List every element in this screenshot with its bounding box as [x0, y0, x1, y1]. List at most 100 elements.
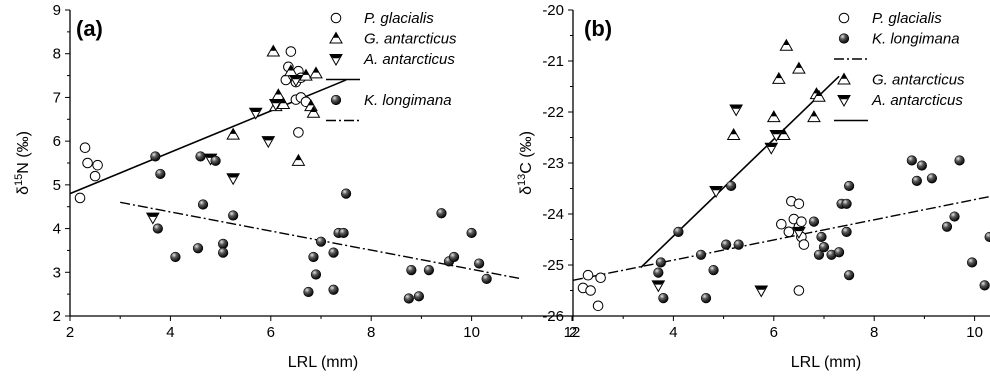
- data-point: [328, 247, 339, 258]
- data-point: [92, 159, 103, 171]
- data-point: [766, 110, 781, 123]
- y-tick-label: -22: [542, 104, 564, 121]
- legend-marker: [838, 33, 850, 44]
- data-point: [754, 285, 769, 298]
- data-point: [228, 210, 239, 221]
- data-point: [436, 208, 447, 219]
- data-point: [779, 38, 794, 51]
- data-point-fill: [730, 128, 737, 135]
- data-point-fill: [780, 128, 787, 135]
- data-point-fill: [770, 111, 777, 117]
- data-point-fill: [810, 111, 817, 117]
- data-point: [328, 284, 339, 295]
- series-k-longimana: [150, 151, 492, 304]
- data-point: [771, 71, 786, 84]
- legend-marker-fill: [330, 54, 342, 59]
- y-tick-label: -23: [542, 155, 564, 172]
- data-point: [796, 216, 807, 227]
- data-point: [729, 104, 744, 117]
- data-point: [673, 226, 684, 237]
- x-tick-label: 4: [166, 324, 174, 341]
- data-point-fill: [230, 128, 237, 134]
- data-point: [979, 280, 990, 291]
- data-point: [271, 88, 286, 101]
- data-point: [197, 199, 209, 210]
- legend-label: K. longimana: [872, 31, 960, 48]
- y-tick-label: 7: [53, 89, 61, 106]
- data-point: [595, 272, 606, 284]
- x-tick-label: 8: [367, 324, 375, 341]
- data-point: [695, 249, 707, 260]
- y-tick-label: -24: [542, 206, 564, 223]
- data-point: [585, 285, 596, 296]
- data-point: [984, 231, 990, 243]
- data-point: [651, 280, 666, 293]
- data-point: [276, 96, 291, 109]
- data-point-fill: [312, 67, 319, 73]
- x-tick-label: 10: [966, 324, 983, 341]
- y-axis-title-rest: C (‰): [518, 131, 535, 174]
- data-point: [808, 216, 820, 227]
- data-point-fill: [730, 104, 743, 109]
- series-p-glacialis: [74, 46, 312, 204]
- legend-marker: [329, 54, 343, 67]
- data-point-fill: [815, 90, 822, 96]
- y-axis-title-symbol: δ: [518, 186, 535, 195]
- data-point: [708, 265, 719, 276]
- data-point: [261, 136, 276, 149]
- x-tick-label: 2: [66, 324, 74, 341]
- data-point-fill: [792, 227, 805, 232]
- series-p-glacialis: [577, 195, 810, 312]
- data-point-fill: [652, 280, 665, 285]
- y-tick-label: -25: [542, 257, 564, 274]
- data-point: [210, 155, 221, 166]
- legend-marker-fill: [333, 32, 339, 38]
- data-point-fill: [262, 136, 275, 141]
- data-point: [315, 236, 327, 247]
- data-point: [592, 300, 604, 312]
- data-point: [341, 188, 352, 199]
- data-point-fill: [270, 45, 277, 51]
- legend-marker: [838, 12, 850, 24]
- data-point-fill: [287, 65, 294, 71]
- data-point: [289, 74, 303, 87]
- data-point: [248, 107, 263, 120]
- data-point: [406, 265, 417, 276]
- data-point: [338, 227, 349, 239]
- data-point: [769, 129, 784, 142]
- legend-label: G. antarcticus: [872, 72, 965, 89]
- legend-marker-fill: [841, 73, 847, 79]
- data-point: [310, 269, 322, 280]
- data-point-fill: [289, 75, 302, 80]
- data-point: [807, 110, 821, 123]
- x-tick-label: 2: [569, 324, 577, 341]
- y-tick-label: -20: [542, 2, 564, 19]
- legend-marker: [329, 31, 343, 44]
- chart-panel-b: 2 4 6 8 10 12-26 -25 -24 -23 -22 -21 -20 LRL (mm) δ13…: [516, 2, 990, 371]
- data-point: [776, 127, 791, 140]
- legend-marker: [837, 95, 851, 108]
- series-k-longimana: [653, 155, 990, 304]
- legend-label: G. antarcticus: [364, 31, 457, 48]
- data-point: [306, 105, 321, 118]
- series-a-antarcticus: [651, 104, 806, 298]
- legend-label: K. longimana: [364, 92, 452, 109]
- data-point-fill: [310, 106, 317, 112]
- data-point: [448, 251, 460, 263]
- y-tick-label: 3: [53, 264, 61, 281]
- series-g-antarcticus: [726, 38, 826, 140]
- y-axis-title-rest: N (‰): [15, 131, 32, 174]
- data-point: [841, 198, 852, 209]
- legend-label: P. glacialis: [872, 10, 942, 27]
- x-tick-label: 12: [564, 324, 581, 341]
- data-point: [783, 226, 795, 238]
- data-point: [481, 273, 492, 284]
- regression-line-dashdot: [572, 195, 990, 281]
- y-axis-title-superscript: 15: [13, 174, 25, 186]
- data-point: [195, 151, 206, 162]
- data-point: [170, 251, 181, 263]
- data-point: [798, 239, 810, 250]
- regression-line-solid: [640, 75, 840, 269]
- data-point: [226, 173, 241, 186]
